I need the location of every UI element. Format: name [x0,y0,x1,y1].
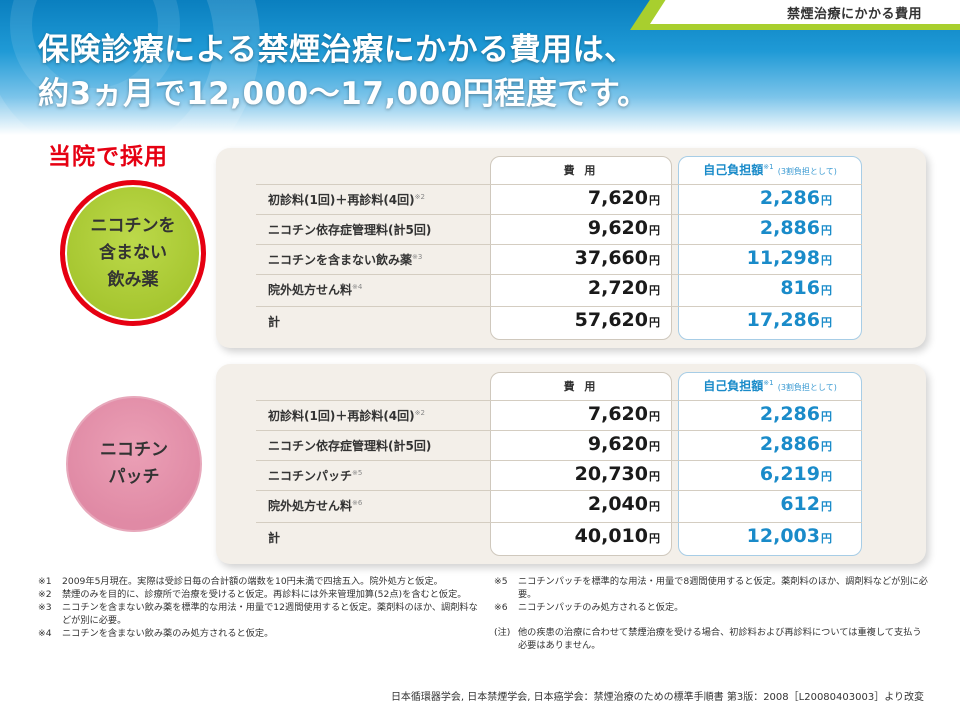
cost-header: 費 用 [563,380,599,393]
table-total-row: 計 40,010円 12,003円 [256,522,862,550]
footnotes-right: ※5 ニコチンパッチを標準的な用法・用量で8週間使用すると仮定。薬剤料のほか、調剤… [494,575,930,652]
footnote: ※3 ニコチンを含まない飲み薬を標準的な用法・用量で12週間使用すると仮定。薬剤料… [38,602,478,626]
cost-column [490,372,672,556]
footnote: ※4 ニコチンを含まない飲み薬のみ処方されると仮定。 [38,628,274,639]
table-row: ニコチン依存症管理料(計5回) 9,620円 2,886円 [256,430,862,458]
page-title: 保険診療による禁煙治療にかかる費用は、 約3ヵ月で12,000～17,000円程… [38,28,649,116]
nicotine-patch-circle: ニコチン パッチ [66,396,202,532]
table-row: 院外処方せん料※4 2,720円 816円 [256,274,862,302]
nicotine-patch-circle-label: ニコチン パッチ [100,440,168,487]
page-title-line2: 約3ヵ月で12,000～17,000円程度です。 [38,76,649,112]
table-total-row: 計 57,620円 17,286円 [256,306,862,334]
table-row: ニコチンを含まない飲み薬※3 37,660円 11,298円 [256,244,862,272]
footnote: ※2 禁煙のみを目的に、診療所で治療を受けると仮定。再診料には外来管理加算(52点… [38,589,467,600]
footnote: ※6 ニコチンパッチのみ処方されると仮定。 [494,602,684,613]
page-title-line1: 保険診療による禁煙治療にかかる費用は、 [38,32,636,68]
table-row: 院外処方せん料※6 2,040円 612円 [256,490,862,518]
footnote: ※1 2009年5月現在。実際は受診日毎の合計額の端数を10円未満で四捨五入。院外… [38,576,443,587]
self-pay-header: 自己負担額※1 (3割負担として) [703,379,837,393]
self-pay-column [678,372,862,556]
self-pay-column [678,156,862,340]
cost-table-nicotine-patch: 費 用 自己負担額※1 (3割負担として) 初診料(1回)＋再診料(4回)※2 … [216,364,926,564]
footnotes-left: ※1 2009年5月現在。実際は受診日毎の合計額の端数を10円未満で四捨五入。院外… [38,575,478,640]
cost-table-oral-medicine: 費 用 自己負担額※1 (3割負担として) 初診料(1回)＋再診料(4回)※2 … [216,148,926,348]
self-pay-header: 自己負担額※1 (3割負担として) [703,163,837,177]
section-tag: 禁煙治療にかかる費用 [630,0,960,32]
header-banner: 禁煙治療にかかる費用 保険診療による禁煙治療にかかる費用は、 約3ヵ月で12,0… [0,0,960,135]
table-row: ニコチン依存症管理料(計5回) 9,620円 2,886円 [256,214,862,242]
footnote: ※5 ニコチンパッチを標準的な用法・用量で8週間使用すると仮定。薬剤料のほか、調剤… [494,576,928,600]
cost-column [490,156,672,340]
oral-medicine-circle: ニコチンを 含まない 飲み薬 [60,180,206,326]
source-citation: 日本循環器学会, 日本禁煙学会, 日本癌学会：禁煙治療のための標準手順書 第3版… [390,692,924,703]
section-tag-label: 禁煙治療にかかる費用 [786,7,922,22]
adopted-label: 当院で採用 [48,144,168,170]
cost-header: 費 用 [563,164,599,177]
table-row: 初診料(1回)＋再診料(4回)※2 7,620円 2,286円 [256,400,862,428]
table-row: ニコチンパッチ※5 20,730円 6,219円 [256,460,862,488]
footnote-caution: (注) 他の疾患の治療に合わせて禁煙治療を受ける場合、初診料および再診料については… [494,627,922,651]
table-row: 初診料(1回)＋再診料(4回)※2 7,620円 2,286円 [256,184,862,212]
oral-medicine-circle-label: ニコチンを 含まない 飲み薬 [90,215,176,290]
